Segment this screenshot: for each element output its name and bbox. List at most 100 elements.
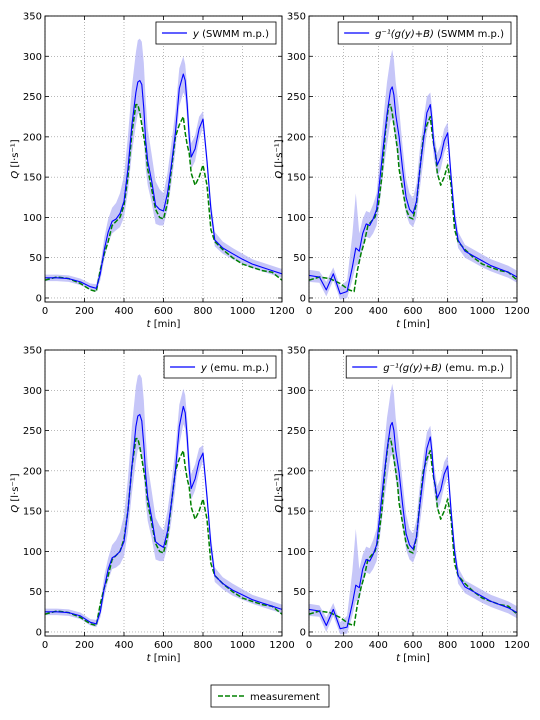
shared-legend-box: [210, 684, 330, 708]
legend-box: [337, 21, 512, 45]
x-tick-label: 400: [369, 306, 388, 317]
x-tick-label: 600: [403, 306, 422, 317]
x-axis-label: t [min]: [147, 653, 181, 664]
shared-legend-measurement-label: measurement: [250, 692, 320, 703]
y-tick-label: 50: [29, 587, 42, 598]
x-tick-label: 800: [438, 306, 457, 317]
legend: g⁻¹(g(y)+B) (SWMM m.p.): [337, 21, 512, 45]
x-tick-label: 0: [306, 306, 312, 317]
x-axis-label: t [min]: [396, 319, 430, 330]
y-tick-label: 350: [287, 346, 306, 357]
y-tick-label: 200: [287, 466, 306, 477]
y-tick-label: 350: [287, 12, 306, 23]
y-tick-label: 200: [23, 466, 42, 477]
plot-area: [45, 374, 282, 628]
y-tick-label: 200: [23, 132, 42, 143]
y-tick-label: 250: [23, 426, 42, 437]
y-axis-label: Q [l·s⁻¹]: [10, 139, 21, 178]
chart-panel-3: 0 200 400 600 800 1000 1200 0 50 100 150 200 250 300 3…: [10, 346, 295, 665]
x-tick-label: 600: [154, 306, 173, 317]
y-tick-label: 150: [287, 507, 306, 518]
y-tick-label: 300: [287, 52, 306, 63]
x-axis-label: t [min]: [396, 653, 430, 664]
y-tick-label: 300: [287, 386, 306, 397]
y-tick-label: 250: [23, 92, 42, 103]
legend: y (emu. m.p.): [163, 355, 277, 379]
x-tick-label: 1200: [269, 306, 294, 317]
x-tick-label: 400: [369, 640, 388, 651]
x-tick-label: 800: [438, 640, 457, 651]
mean-line: [309, 421, 517, 630]
x-axis-label: t [min]: [147, 319, 181, 330]
y-tick-label: 200: [287, 132, 306, 143]
measurement-line: [45, 103, 282, 293]
y-tick-label: 250: [287, 92, 306, 103]
y-tick-label: 100: [287, 547, 306, 558]
uncertainty-band: [309, 49, 517, 300]
chart-panel-4: 0 200 400 600 800 1000 1200 0 50 100 150 200 250 300 3…: [274, 346, 530, 665]
x-tick-label: 1000: [230, 306, 255, 317]
y-tick-label: 150: [23, 173, 42, 184]
legend-box: [345, 355, 512, 379]
y-tick-label: 350: [23, 346, 42, 357]
y-axis-label: Q [l·s⁻¹]: [274, 139, 285, 178]
x-tick-label: 0: [42, 640, 48, 651]
x-tick-label: 1200: [504, 306, 529, 317]
y-tick-label: 300: [23, 52, 42, 63]
x-tick-label: 400: [114, 306, 133, 317]
legend-label: y (SWMM m.p.): [192, 29, 269, 40]
legend: y (SWMM m.p.): [155, 21, 277, 45]
y-tick-label: 250: [287, 426, 306, 437]
x-tick-label: 600: [403, 640, 422, 651]
y-tick-label: 100: [287, 213, 306, 224]
y-tick-label: 0: [300, 293, 306, 304]
measurement-line: [45, 437, 282, 627]
mean-line: [309, 86, 517, 295]
y-axis-label: Q [l·s⁻¹]: [10, 473, 21, 512]
mean-line: [45, 73, 282, 289]
x-tick-label: 1000: [230, 640, 255, 651]
x-tick-label: 1000: [470, 640, 495, 651]
measurement-line: [309, 437, 517, 627]
x-tick-label: 200: [334, 306, 353, 317]
y-axis-label: Q [l·s⁻¹]: [274, 473, 285, 512]
y-tick-label: 350: [23, 12, 42, 23]
x-tick-label: 200: [75, 306, 94, 317]
chart-panel-1: 0 200 400 600 800 1000 1200 0 50 100 150 200 250 300 3…: [10, 12, 295, 331]
y-tick-label: 100: [23, 213, 42, 224]
legend-box: [163, 355, 277, 379]
legend-label: y (emu. m.p.): [200, 363, 269, 374]
plot-area: [309, 49, 517, 300]
x-tick-label: 600: [154, 640, 173, 651]
measurement-line: [309, 103, 517, 293]
legend-label: g⁻¹(g(y)+B) (SWMM m.p.): [375, 29, 504, 40]
x-tick-label: 800: [193, 306, 212, 317]
y-tick-label: 0: [36, 627, 42, 638]
legend: g⁻¹(g(y)+B) (emu. m.p.): [345, 355, 512, 379]
legend-label: g⁻¹(g(y)+B) (emu. m.p.): [383, 363, 504, 374]
x-tick-label: 200: [334, 640, 353, 651]
y-tick-label: 300: [23, 386, 42, 397]
x-tick-label: 400: [114, 640, 133, 651]
x-tick-label: 800: [193, 640, 212, 651]
y-tick-label: 100: [23, 547, 42, 558]
plot-area: [309, 383, 517, 635]
x-tick-label: 200: [75, 640, 94, 651]
chart-panel-2: 0 200 400 600 800 1000 1200 0 50 100 150 200 250 300 3…: [274, 12, 530, 331]
uncertainty-band: [309, 383, 517, 635]
shared-legend: measurement: [210, 684, 330, 708]
x-tick-label: 1000: [470, 306, 495, 317]
y-tick-label: 50: [293, 587, 306, 598]
y-tick-label: 0: [36, 293, 42, 304]
x-tick-label: 1200: [504, 640, 529, 651]
mean-line: [45, 405, 282, 625]
x-tick-label: 0: [42, 306, 48, 317]
y-tick-label: 150: [23, 507, 42, 518]
x-tick-label: 1200: [269, 640, 294, 651]
x-tick-label: 0: [306, 640, 312, 651]
legend-box: [155, 21, 277, 45]
y-tick-label: 150: [287, 173, 306, 184]
y-tick-label: 50: [29, 253, 42, 264]
plot-area: [45, 38, 282, 293]
